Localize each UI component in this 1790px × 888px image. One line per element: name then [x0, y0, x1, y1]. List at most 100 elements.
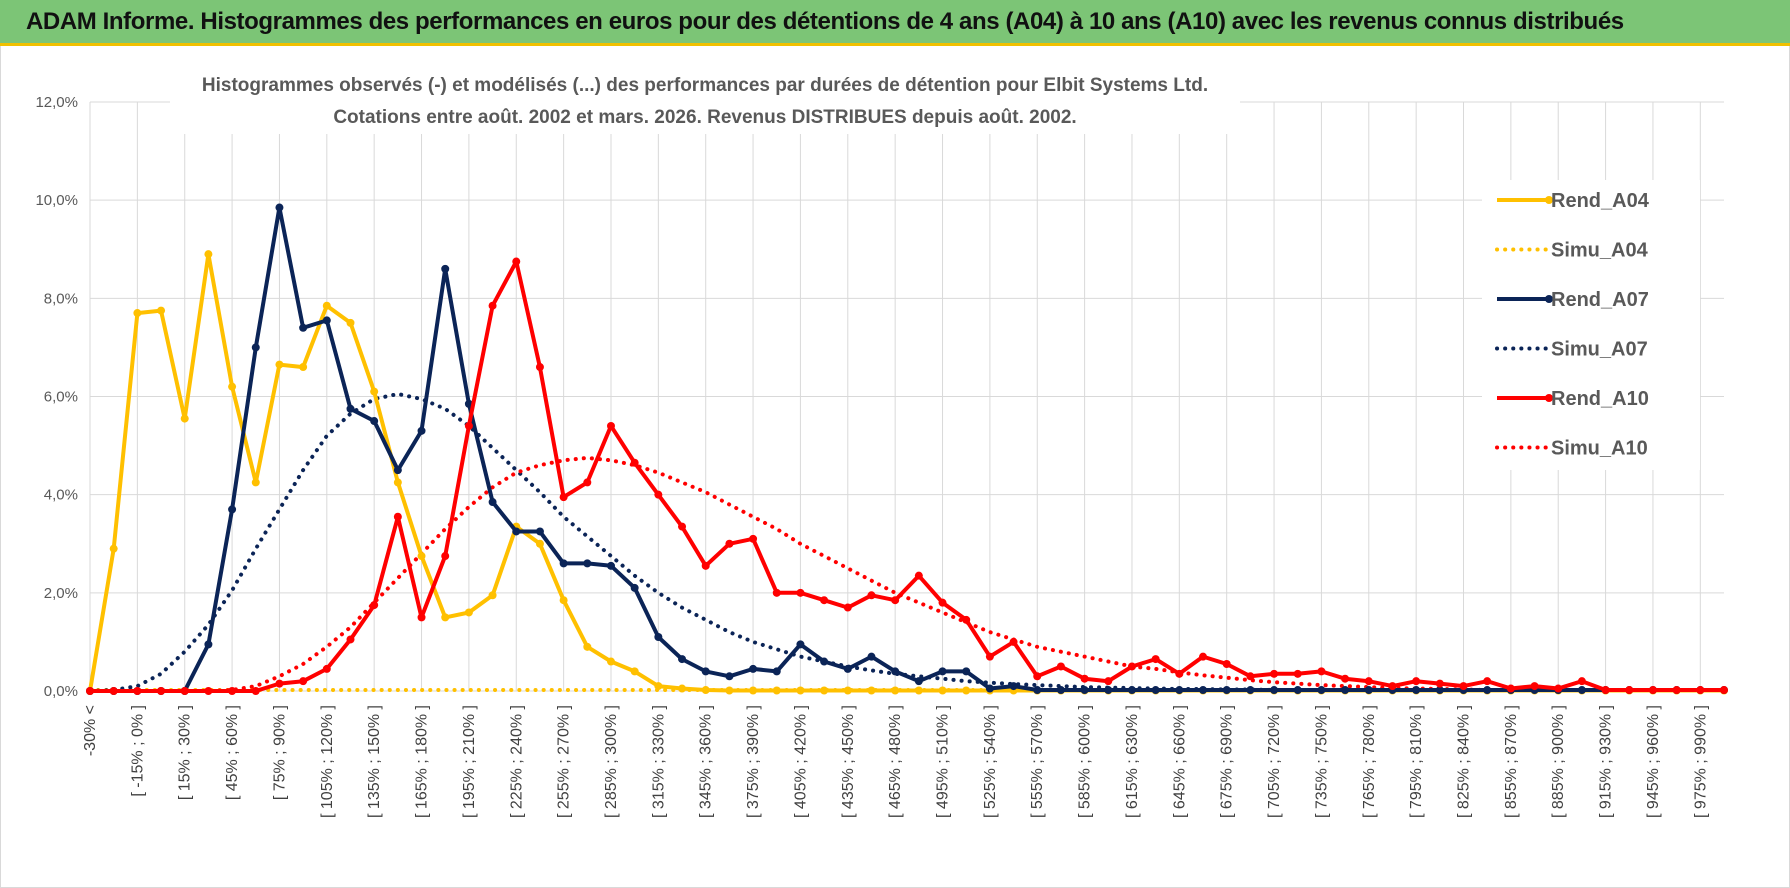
data-point-rend_a07	[1577, 686, 1586, 695]
data-point-rend_a04	[606, 657, 615, 666]
data-point-rend_a04	[346, 318, 355, 327]
data-point-rend_a10	[393, 512, 402, 521]
data-point-rend_a10	[1530, 682, 1539, 691]
data-point-rend_a10	[796, 588, 805, 597]
data-point-rend_a10	[1317, 667, 1326, 676]
data-point-rend_a10	[867, 591, 876, 600]
data-point-rend_a10	[464, 421, 473, 430]
data-point-rend_a10	[1127, 662, 1136, 671]
y-tick-label: 12,0%	[35, 94, 78, 111]
data-point-rend_a10	[1720, 686, 1728, 695]
data-point-rend_a07	[1104, 686, 1113, 695]
data-point-rend_a10	[228, 687, 237, 695]
series-line-rend_a10	[90, 259, 1724, 693]
data-point-rend_a10	[606, 421, 615, 430]
data-point-rend_a07	[228, 505, 237, 514]
data-point-rend_a10	[938, 598, 947, 607]
chart-title-line-2: Cotations entre août. 2002 et mars. 2026…	[333, 107, 1076, 128]
x-tick-label: [ 465% ; 480% ]	[887, 705, 904, 818]
data-point-rend_a07	[1341, 686, 1350, 695]
data-point-rend_a10	[441, 552, 450, 561]
x-tick-label: [ 795% ; 810% ]	[1408, 705, 1425, 818]
x-tick-label: -30% <	[82, 705, 99, 756]
data-point-rend_a07	[488, 498, 497, 507]
data-point-rend_a10	[1033, 672, 1042, 681]
x-tick-label: [ 615% ; 630% ]	[1124, 705, 1141, 818]
data-point-rend_a10	[1151, 655, 1160, 664]
data-point-rend_a07	[820, 657, 829, 666]
data-point-rend_a07	[559, 559, 568, 568]
data-point-rend_a07	[1293, 686, 1302, 695]
x-tick-label: [ 825% ; 840% ]	[1456, 705, 1473, 818]
title-banner: ADAM Informe. Histogrammes des performan…	[0, 0, 1790, 46]
data-point-rend_a10	[322, 664, 331, 673]
data-point-rend_a07	[299, 323, 308, 332]
x-tick-label: [ 195% ; 210% ]	[461, 705, 478, 818]
y-axis: 0,0% 2,0% 4,0% 6,0% 8,0% 10,0% 12,0%	[35, 94, 78, 700]
y-tick-label: 0,0%	[44, 683, 78, 700]
data-point-rend_a07	[630, 583, 639, 592]
data-point-rend_a04	[820, 686, 829, 695]
data-point-rend_a07	[346, 404, 355, 413]
y-tick-label: 10,0%	[35, 192, 78, 209]
data-point-rend_a07	[1009, 682, 1018, 691]
legend: Rend_A04 Simu_A04 Rend_A07 Simu_A07 Rend_A10…	[1482, 180, 1700, 470]
data-point-rend_a10	[1222, 660, 1231, 669]
data-point-rend_a07	[772, 667, 781, 676]
data-point-rend_a04	[701, 686, 710, 695]
data-point-rend_a10	[1625, 686, 1634, 695]
data-point-rend_a07	[985, 684, 994, 693]
data-point-rend_a07	[1056, 686, 1065, 695]
data-point-rend_a10	[180, 687, 189, 695]
data-point-rend_a07	[962, 667, 971, 676]
x-tick-label: [ 45% ; 60% ]	[224, 705, 241, 800]
data-point-rend_a10	[535, 363, 544, 372]
data-point-rend_a07	[417, 426, 426, 435]
data-point-rend_a10	[1577, 677, 1586, 686]
data-point-rend_a10	[820, 596, 829, 605]
data-point-rend_a10	[1341, 674, 1350, 683]
data-point-rend_a10	[1459, 682, 1468, 691]
legend-background	[1482, 180, 1700, 470]
data-point-rend_a10	[346, 635, 355, 644]
data-point-rend_a07	[1199, 686, 1208, 695]
data-point-rend_a04	[393, 478, 402, 487]
series-line-simu_a10	[88, 455, 1726, 693]
chart-title-background	[170, 66, 1240, 134]
data-point-rend_a04	[370, 387, 379, 396]
data-point-rend_a10	[891, 596, 900, 605]
y-tick-label: 2,0%	[44, 585, 78, 602]
data-point-rend_a04	[749, 686, 758, 695]
x-tick-label: [ 315% ; 330% ]	[650, 705, 667, 818]
chart-title-line-1: Histogrammes observés (-) et modélisés (…	[202, 75, 1208, 96]
data-point-rend_a10	[772, 588, 781, 597]
data-point-rend_a10	[1364, 677, 1373, 686]
data-point-rend_a10	[1175, 669, 1184, 678]
data-point-rend_a04	[251, 478, 260, 487]
data-point-rend_a04	[962, 686, 971, 695]
data-point-rend_a04	[157, 306, 166, 315]
data-point-rend_a10	[1412, 677, 1421, 686]
data-point-rend_a10	[1246, 672, 1255, 681]
data-point-rend_a07	[1127, 686, 1136, 695]
data-point-rend_a10	[299, 677, 308, 686]
data-point-rend_a07	[1151, 686, 1160, 695]
data-point-rend_a10	[583, 478, 592, 487]
x-tick-label: [ 255% ; 270% ]	[556, 705, 573, 818]
data-point-rend_a04	[654, 682, 663, 691]
data-point-rend_a07	[322, 316, 331, 325]
series-layer	[86, 203, 1728, 695]
data-point-rend_a04	[630, 667, 639, 676]
x-tick-label: [ 645% ; 660% ]	[1171, 705, 1188, 818]
data-point-rend_a10	[488, 301, 497, 310]
legend-marker-rend_a07	[1545, 295, 1553, 303]
data-point-rend_a04	[938, 686, 947, 695]
data-point-rend_a10	[749, 534, 758, 543]
series-line-simu_a07	[88, 392, 1726, 693]
data-point-rend_a10	[251, 687, 260, 695]
data-point-rend_a07	[606, 561, 615, 570]
data-point-rend_a10	[370, 601, 379, 610]
data-point-rend_a07	[654, 633, 663, 642]
data-point-rend_a07	[370, 417, 379, 426]
x-tick-label: [ 585% ; 600% ]	[1077, 705, 1094, 818]
